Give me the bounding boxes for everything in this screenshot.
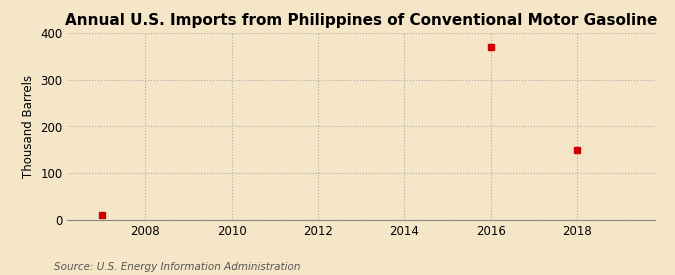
Text: Source: U.S. Energy Information Administration: Source: U.S. Energy Information Administ… bbox=[54, 262, 300, 272]
Title: Annual U.S. Imports from Philippines of Conventional Motor Gasoline: Annual U.S. Imports from Philippines of … bbox=[65, 13, 657, 28]
Y-axis label: Thousand Barrels: Thousand Barrels bbox=[22, 75, 35, 178]
